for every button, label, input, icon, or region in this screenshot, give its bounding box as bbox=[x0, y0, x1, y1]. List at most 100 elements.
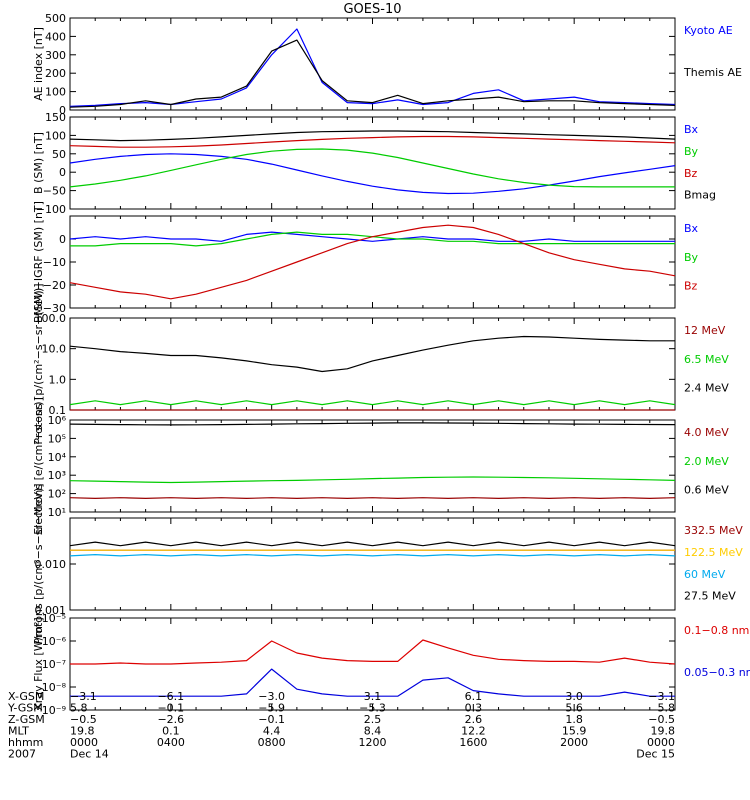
y-tick-label: 10⁻⁷ bbox=[42, 658, 66, 671]
y-axis-label: Electrons [e/(cm²−s−sr)] bbox=[32, 397, 45, 535]
y-tick-label: −30 bbox=[43, 302, 66, 315]
legend-entry: Bz bbox=[684, 167, 698, 180]
footer-row-label: Z-GSM bbox=[8, 713, 45, 726]
series-line-themis-ae bbox=[69, 39, 676, 108]
series-line-bmag bbox=[69, 130, 676, 142]
y-tick-label: 400 bbox=[45, 30, 66, 43]
footer-cell: 0.1 bbox=[162, 725, 180, 738]
footer-row-label: X-GSM bbox=[8, 690, 44, 703]
y-tick-label: 100.0 bbox=[35, 312, 67, 325]
y-tick-label: 200 bbox=[45, 67, 66, 80]
y-tick-label: 100 bbox=[45, 129, 66, 142]
footer-cell: 3.1 bbox=[364, 690, 382, 703]
legend-entry: 0.05−0.3 nm bbox=[684, 666, 750, 679]
footer-cell: −6.1 bbox=[157, 690, 184, 703]
legend-entry: 0.6 MeV bbox=[684, 484, 729, 497]
legend-entry: By bbox=[684, 145, 699, 158]
footer-cell: −0.1 bbox=[157, 702, 184, 715]
y-tick-label: −50 bbox=[43, 185, 66, 198]
y-tick-label: 0 bbox=[59, 166, 66, 179]
series-line-bx bbox=[69, 231, 675, 242]
series-line-6-5-mev bbox=[69, 400, 676, 406]
y-tick-label: 10⁻⁸ bbox=[42, 681, 67, 694]
y-tick-label: 10⁻⁵ bbox=[42, 612, 66, 625]
legend-entry: 12 MeV bbox=[684, 324, 726, 337]
series-line-bz bbox=[69, 135, 676, 148]
y-tick-label: 1.0 bbox=[49, 373, 67, 386]
legend-entry: Themis AE bbox=[683, 66, 742, 79]
y-tick-label: 0 bbox=[59, 104, 66, 117]
y-tick-label: 10⁻⁹ bbox=[42, 704, 66, 717]
chart-title: GOES-10 bbox=[343, 2, 401, 17]
legend-entry: 6.5 MeV bbox=[684, 353, 729, 366]
y-tick-label: 0.010 bbox=[35, 558, 67, 571]
series-line-0-05-0-3-nm bbox=[70, 668, 675, 697]
legend-entry: 332.5 MeV bbox=[684, 524, 743, 537]
y-tick-label: 0.001 bbox=[35, 604, 67, 617]
y-tick-label: 10¹ bbox=[48, 506, 66, 519]
legend-entry: 0.1−0.8 nm bbox=[684, 624, 749, 637]
footer-cell: 0000 bbox=[647, 736, 675, 749]
series-line-bx bbox=[69, 153, 676, 195]
y-axis-label: B(SM)−IGRF (SM) [nT] bbox=[32, 201, 45, 323]
panel-frame bbox=[69, 317, 676, 411]
panel-frame bbox=[69, 517, 676, 611]
footer-cell: 3.0 bbox=[565, 690, 583, 703]
y-tick-label: 0 bbox=[59, 233, 66, 246]
legend-entry: 4.0 MeV bbox=[684, 426, 729, 439]
y-axis-label: Protons [p/(cm²−s−sr−MeV)] bbox=[32, 283, 45, 444]
footer-row-label: Y-GSM bbox=[7, 702, 43, 715]
legend-entry: 2.4 MeV bbox=[684, 382, 729, 395]
footer-cell: Dec 14 bbox=[70, 748, 109, 761]
y-tick-label: −20 bbox=[43, 279, 66, 292]
footer-cell: −3.0 bbox=[258, 690, 285, 703]
footer-row-label: hhmm bbox=[8, 736, 43, 749]
footer-cell: 1200 bbox=[359, 736, 387, 749]
footer-cell: 19.8 bbox=[70, 725, 95, 738]
footer-cell: 12.2 bbox=[461, 725, 486, 738]
series-line-by bbox=[70, 231, 675, 247]
footer-cell: 5.6 bbox=[565, 702, 583, 715]
series-line-0-6-mev bbox=[69, 422, 676, 426]
footer-cell: −3.1 bbox=[70, 690, 97, 703]
legend-entry: Kyoto AE bbox=[684, 24, 733, 37]
y-tick-label: 0.1 bbox=[49, 404, 67, 417]
y-tick-label: 150 bbox=[45, 111, 66, 124]
footer-cell: 0400 bbox=[157, 736, 185, 749]
y-tick-label: 100 bbox=[45, 86, 66, 99]
y-tick-label: 50 bbox=[52, 148, 66, 161]
footer-cell: −5.9 bbox=[258, 702, 285, 715]
footer-cell: 19.8 bbox=[651, 725, 676, 738]
y-axis-label: Xray Flux [W/m²] bbox=[32, 617, 45, 710]
series-line-4-0-mev bbox=[69, 497, 676, 499]
series-line-2-0-mev bbox=[69, 476, 676, 484]
y-tick-label: −100 bbox=[36, 203, 66, 216]
footer-cell: 8.4 bbox=[364, 725, 382, 738]
y-axis-label: AE index [nT] bbox=[32, 27, 45, 101]
legend-entry: Bx bbox=[684, 222, 699, 235]
series-line-bz bbox=[69, 224, 676, 300]
footer-cell: −0.5 bbox=[648, 713, 675, 726]
footer-cell: 15.9 bbox=[562, 725, 587, 738]
footer-cell: 0800 bbox=[258, 736, 286, 749]
y-axis-label: Protons [p/(cm²−s−sr−MeV)] bbox=[32, 483, 45, 644]
legend-entry: By bbox=[684, 251, 699, 264]
footer-cell: 0.3 bbox=[465, 702, 483, 715]
footer-cell: −0.1 bbox=[258, 713, 285, 726]
y-tick-label: 10³ bbox=[48, 469, 66, 482]
panel-frame bbox=[69, 17, 676, 111]
legend-entry: 122.5 MeV bbox=[684, 546, 743, 559]
y-tick-label: 10⁻⁶ bbox=[42, 635, 67, 648]
legend-entry: Bx bbox=[684, 123, 699, 136]
y-tick-label: −10 bbox=[43, 256, 66, 269]
footer-cell: 2000 bbox=[560, 736, 588, 749]
y-tick-label: 10² bbox=[48, 488, 66, 501]
series-line-by bbox=[69, 148, 675, 188]
series-line-0-1-0-8-nm bbox=[70, 639, 676, 665]
footer-cell: 4.4 bbox=[263, 725, 281, 738]
footer-cell: Dec 15 bbox=[636, 748, 675, 761]
series-line-60-mev bbox=[69, 553, 676, 557]
y-tick-label: 10⁶ bbox=[48, 414, 67, 427]
